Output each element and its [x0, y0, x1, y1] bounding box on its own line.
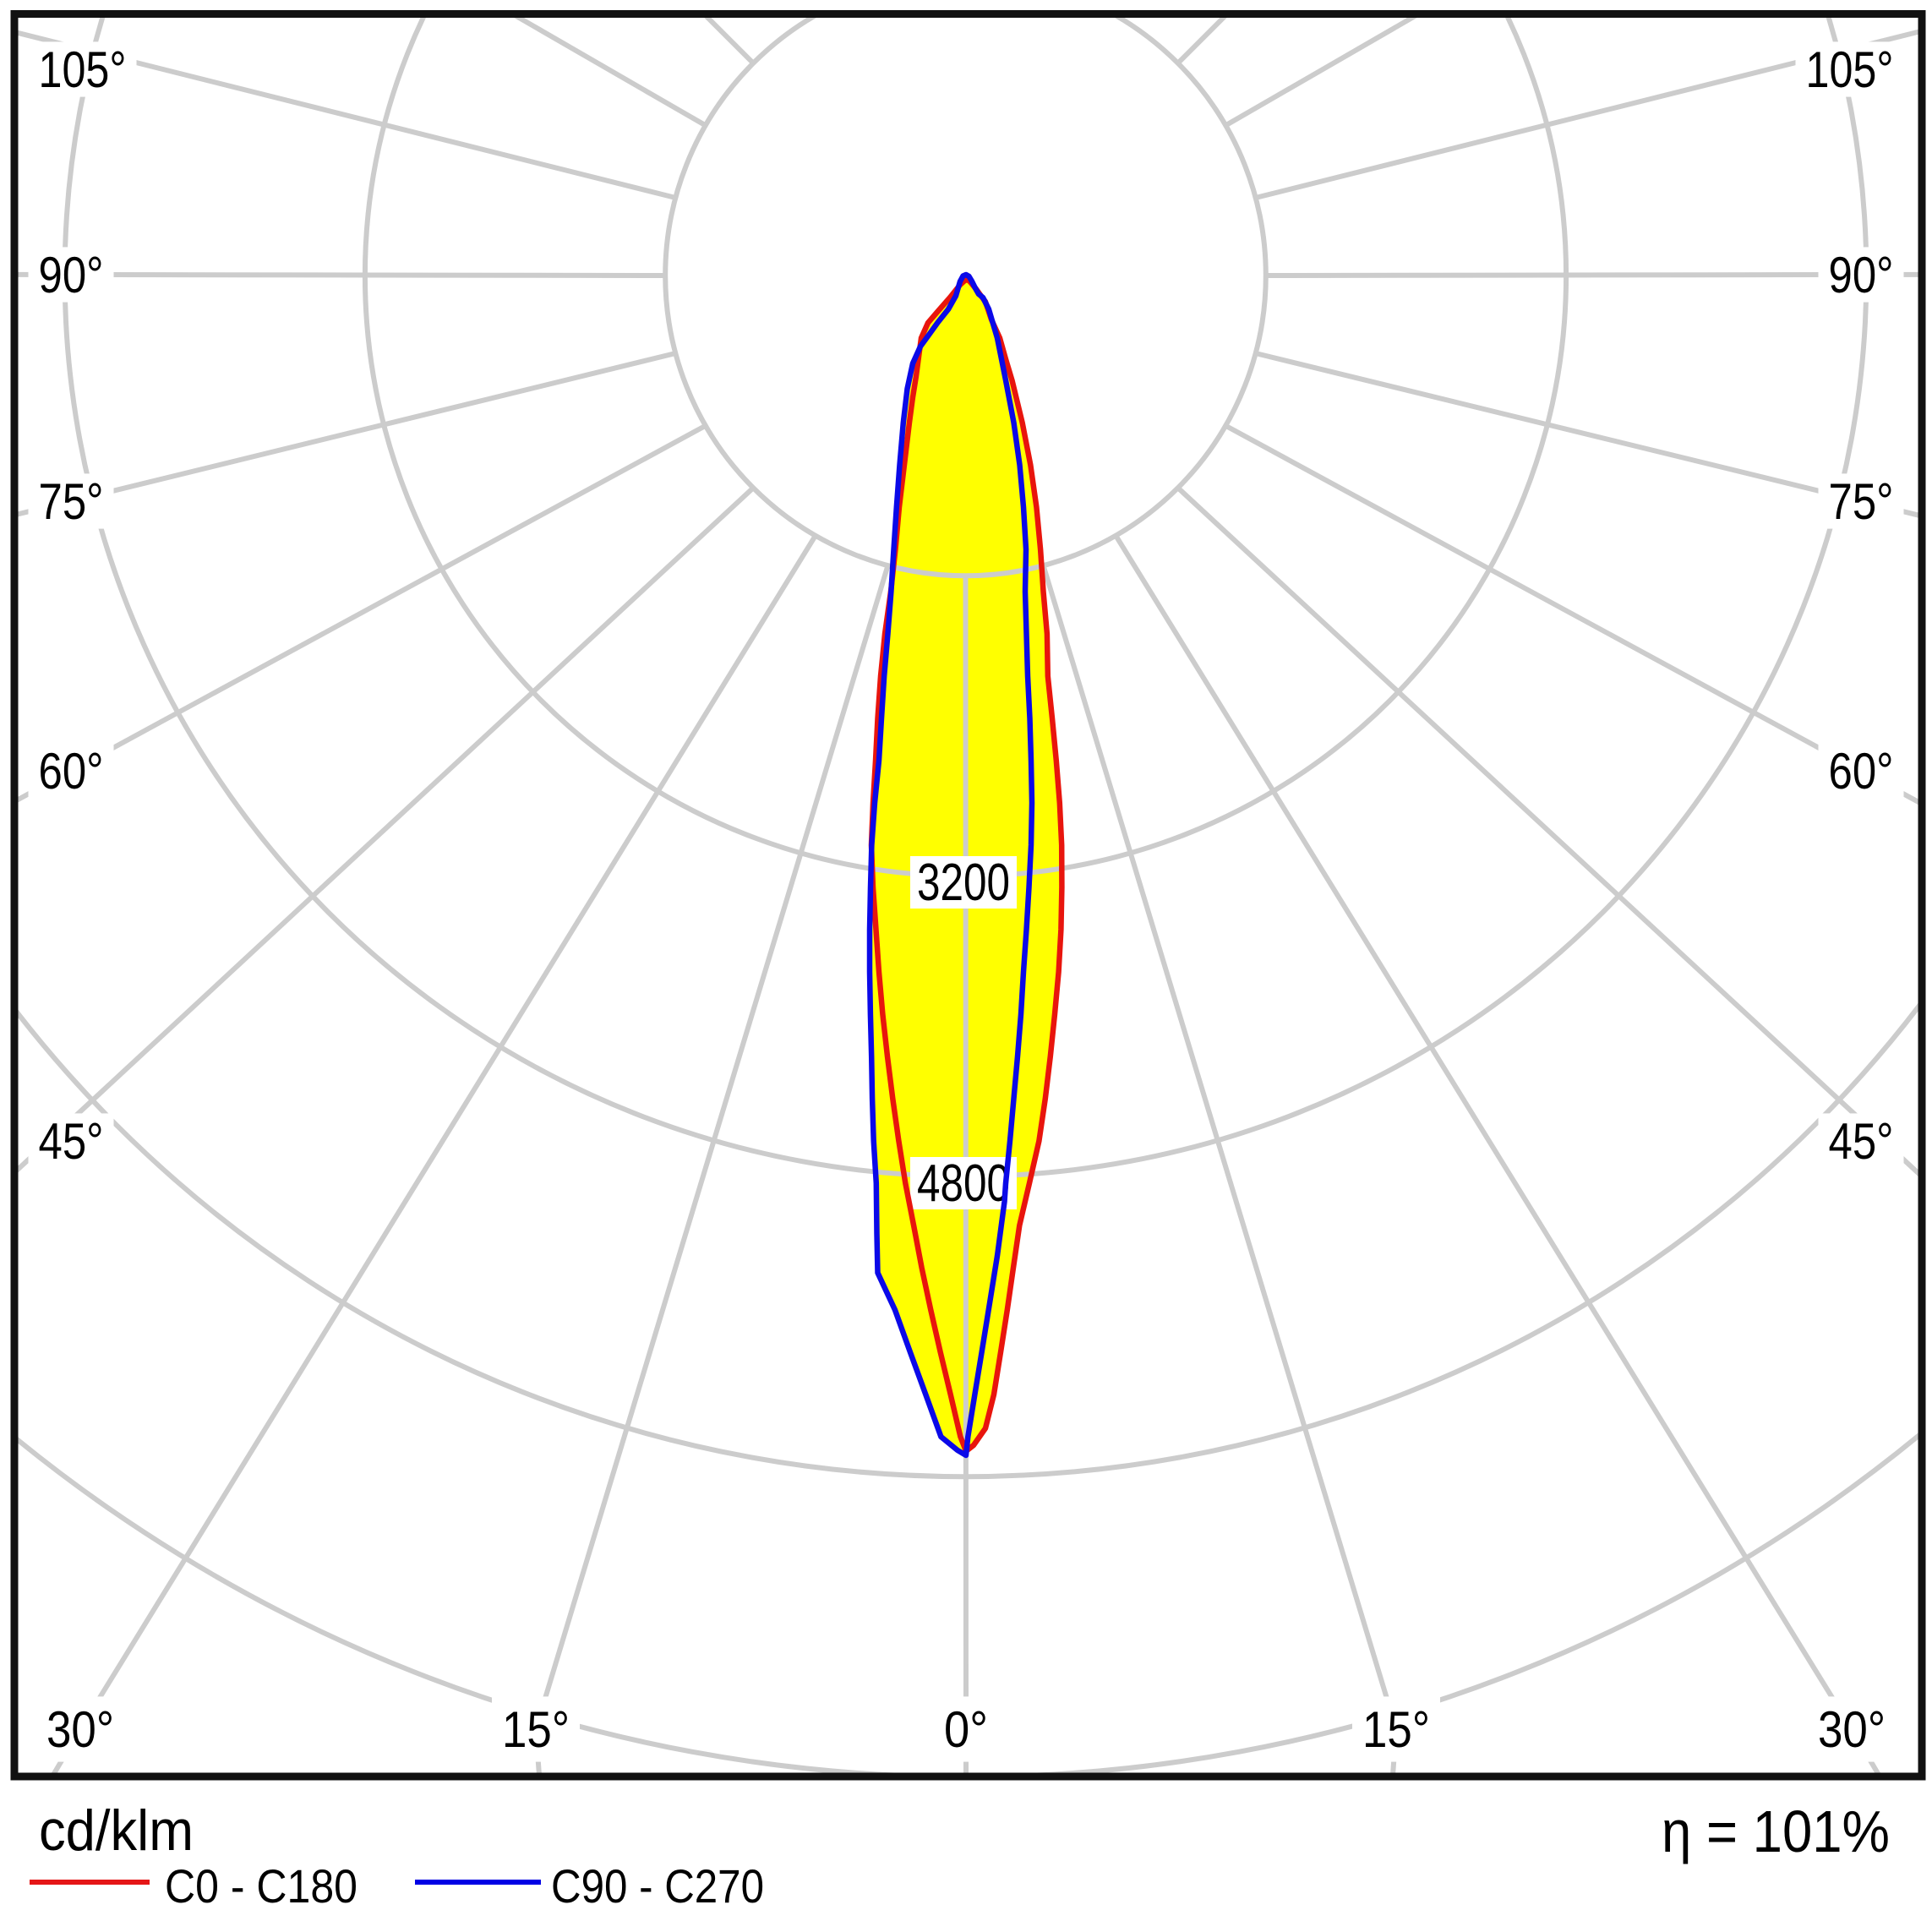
svg-text:30°: 30°	[1818, 1701, 1886, 1758]
svg-text:60°: 60°	[1829, 743, 1894, 800]
svg-text:60°: 60°	[39, 743, 104, 800]
svg-text:4800: 4800	[917, 1154, 1010, 1213]
svg-text:0°: 0°	[944, 1701, 988, 1758]
svg-text:C90 - C270: C90 - C270	[551, 1859, 764, 1913]
svg-text:90°: 90°	[39, 247, 104, 303]
svg-text:3200: 3200	[917, 854, 1010, 912]
svg-text:90°: 90°	[1829, 247, 1894, 303]
svg-text:15°: 15°	[1362, 1701, 1430, 1758]
svg-text:30°: 30°	[46, 1701, 114, 1758]
svg-text:75°: 75°	[1829, 473, 1894, 530]
svg-text:75°: 75°	[39, 473, 104, 530]
svg-text:45°: 45°	[39, 1113, 104, 1170]
svg-text:15°: 15°	[502, 1701, 570, 1758]
svg-text:η = 101%: η = 101%	[1662, 1798, 1890, 1864]
svg-text:45°: 45°	[1829, 1113, 1894, 1170]
svg-text:105°: 105°	[1806, 41, 1894, 98]
svg-text:C0 - C180: C0 - C180	[165, 1859, 357, 1913]
svg-text:cd/klm: cd/klm	[39, 1798, 194, 1863]
svg-text:105°: 105°	[39, 41, 127, 98]
